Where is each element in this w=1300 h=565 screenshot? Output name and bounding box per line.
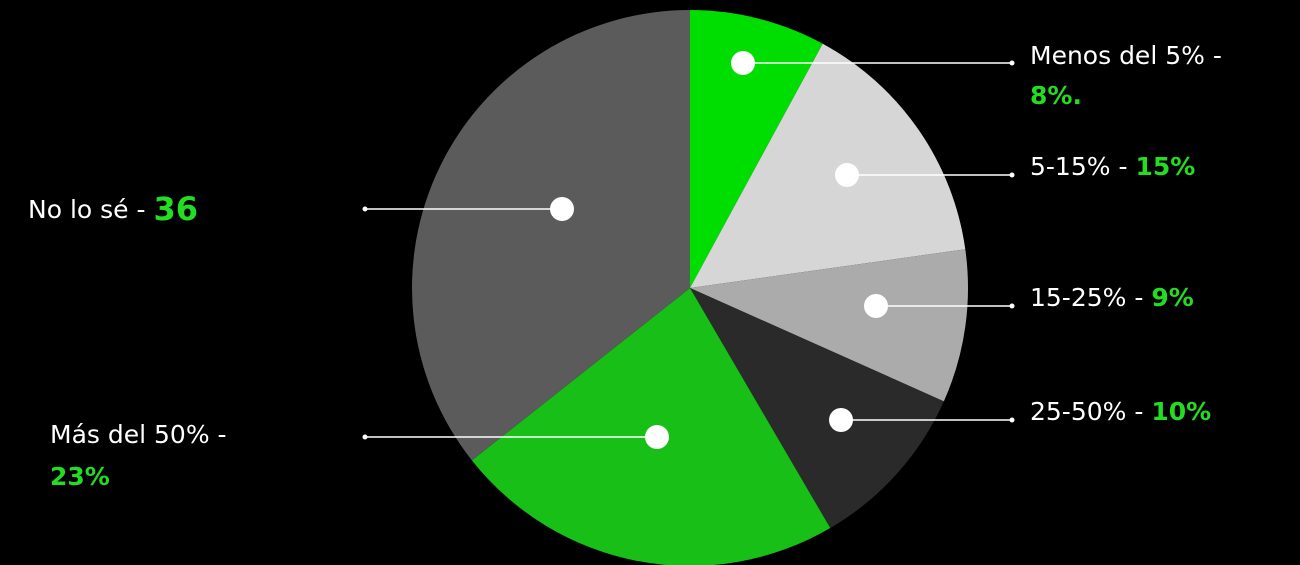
category-label: 25-50% - — [1030, 397, 1143, 426]
pie-slice — [690, 10, 823, 288]
value-label: 10% — [1151, 397, 1211, 426]
leader-end — [1009, 303, 1015, 309]
pie-slice — [690, 43, 966, 288]
leader-dot — [550, 197, 574, 221]
slice-label: No lo sé - 36 — [28, 190, 198, 228]
value-label: 8%. — [1030, 81, 1082, 110]
slice-label: 15-25% - 9% — [1030, 283, 1194, 312]
category-label: 5-15% - — [1030, 152, 1127, 181]
leader-dot — [864, 294, 888, 318]
slice-label: Más del 50% - — [50, 420, 227, 449]
pie-slice — [690, 288, 944, 529]
leader-dot — [731, 51, 755, 75]
value-label: 9% — [1151, 283, 1193, 312]
leader-end — [362, 206, 368, 212]
leader-end — [1009, 60, 1015, 66]
category-label: Más del 50% - — [50, 420, 227, 449]
category-label: 15-25% - — [1030, 283, 1143, 312]
leader-dot — [835, 163, 859, 187]
category-label: Menos del 5% - — [1030, 41, 1222, 70]
pie-slice — [412, 10, 690, 461]
value-label: 23% — [50, 462, 110, 491]
leader-end — [1009, 417, 1015, 423]
slice-label: 5-15% - 15% — [1030, 152, 1195, 181]
pie-slice — [471, 288, 831, 565]
slice-label: 25-50% - 10% — [1030, 397, 1211, 426]
value-label: 15% — [1135, 152, 1195, 181]
value-label: 36 — [154, 190, 199, 228]
leader-dot — [829, 408, 853, 432]
leader-end — [1009, 172, 1015, 178]
category-label: No lo sé - — [28, 195, 146, 224]
leader-dot — [645, 425, 669, 449]
pie-slice — [690, 249, 968, 402]
leader-end — [362, 434, 368, 440]
slice-label: Menos del 5% - — [1030, 41, 1222, 70]
